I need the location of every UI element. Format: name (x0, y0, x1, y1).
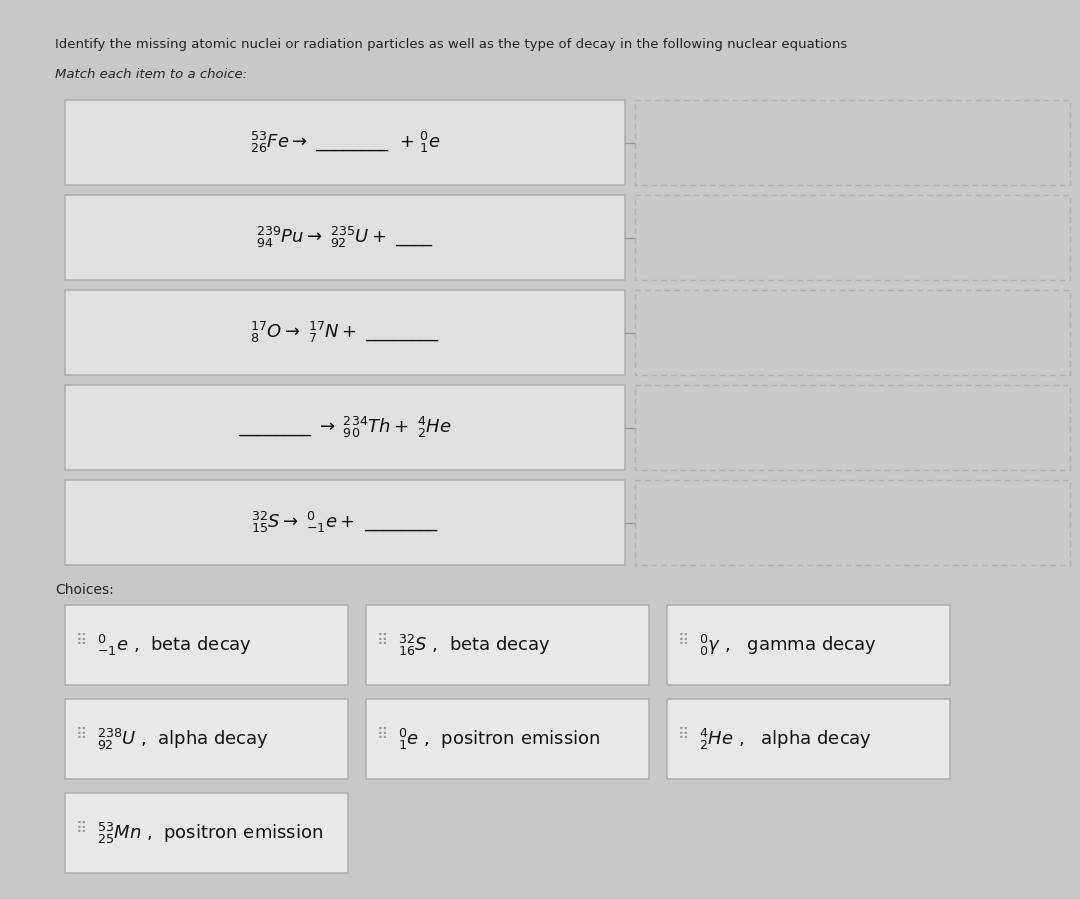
FancyBboxPatch shape (667, 605, 950, 685)
Text: $^{53}_{26}Fe \rightarrow$ ________  $+ \; ^{0}_{1}e$: $^{53}_{26}Fe \rightarrow$ ________ $+ \… (249, 130, 441, 155)
Bar (635, 195, 1070, 280)
Text: ⠿: ⠿ (377, 726, 388, 742)
Text: ⠿: ⠿ (677, 726, 689, 742)
Text: $^{32}_{15}S \rightarrow \; ^{0}_{-1}e +$ ________: $^{32}_{15}S \rightarrow \; ^{0}_{-1}e +… (252, 510, 438, 535)
FancyBboxPatch shape (366, 605, 649, 685)
FancyBboxPatch shape (65, 699, 348, 779)
FancyBboxPatch shape (65, 793, 348, 873)
FancyBboxPatch shape (65, 100, 625, 185)
Text: $^{0}_{1}e$ ,  positron emission: $^{0}_{1}e$ , positron emission (399, 726, 600, 752)
Text: Match each item to a choice:: Match each item to a choice: (55, 68, 247, 81)
Text: $^{32}_{16}S$ ,  beta decay: $^{32}_{16}S$ , beta decay (399, 633, 551, 657)
Text: $^{17}_{8}O \rightarrow \; ^{17}_{7}N +$ ________: $^{17}_{8}O \rightarrow \; ^{17}_{7}N +$… (249, 320, 440, 345)
FancyBboxPatch shape (65, 290, 625, 375)
Text: ⠿: ⠿ (76, 726, 86, 742)
FancyBboxPatch shape (65, 385, 625, 470)
Text: $^{53}_{25}Mn$ ,  positron emission: $^{53}_{25}Mn$ , positron emission (97, 821, 323, 846)
FancyBboxPatch shape (366, 699, 649, 779)
Text: ⠿: ⠿ (76, 633, 86, 647)
Text: Identify the missing atomic nuclei or radiation particles as well as the type of: Identify the missing atomic nuclei or ra… (55, 38, 847, 51)
Text: Choices:: Choices: (55, 583, 113, 597)
Text: $^{239}_{94}Pu \rightarrow \; ^{235}_{92}U +$ ____: $^{239}_{94}Pu \rightarrow \; ^{235}_{92… (256, 225, 434, 250)
Text: ________ $\rightarrow \; ^{234}_{90}Th + \; ^{4}_{2}He$: ________ $\rightarrow \; ^{234}_{90}Th +… (239, 415, 451, 440)
Bar (635, 290, 1070, 375)
Text: $^{238}_{92}U$ ,  alpha decay: $^{238}_{92}U$ , alpha decay (97, 726, 269, 752)
Text: ⠿: ⠿ (377, 633, 388, 647)
Text: ⠿: ⠿ (76, 821, 86, 835)
FancyBboxPatch shape (65, 605, 348, 685)
FancyBboxPatch shape (65, 195, 625, 280)
Text: $^{0}_{-1}e$ ,  beta decay: $^{0}_{-1}e$ , beta decay (97, 633, 252, 657)
Text: $^{0}_{0}\gamma$ ,   gamma decay: $^{0}_{0}\gamma$ , gamma decay (699, 633, 877, 657)
Text: $^{4}_{2}He$ ,   alpha decay: $^{4}_{2}He$ , alpha decay (699, 726, 872, 752)
Text: ⠿: ⠿ (677, 633, 689, 647)
Bar (635, 480, 1070, 565)
Bar (635, 100, 1070, 185)
FancyBboxPatch shape (667, 699, 950, 779)
Bar (635, 385, 1070, 470)
FancyBboxPatch shape (65, 480, 625, 565)
